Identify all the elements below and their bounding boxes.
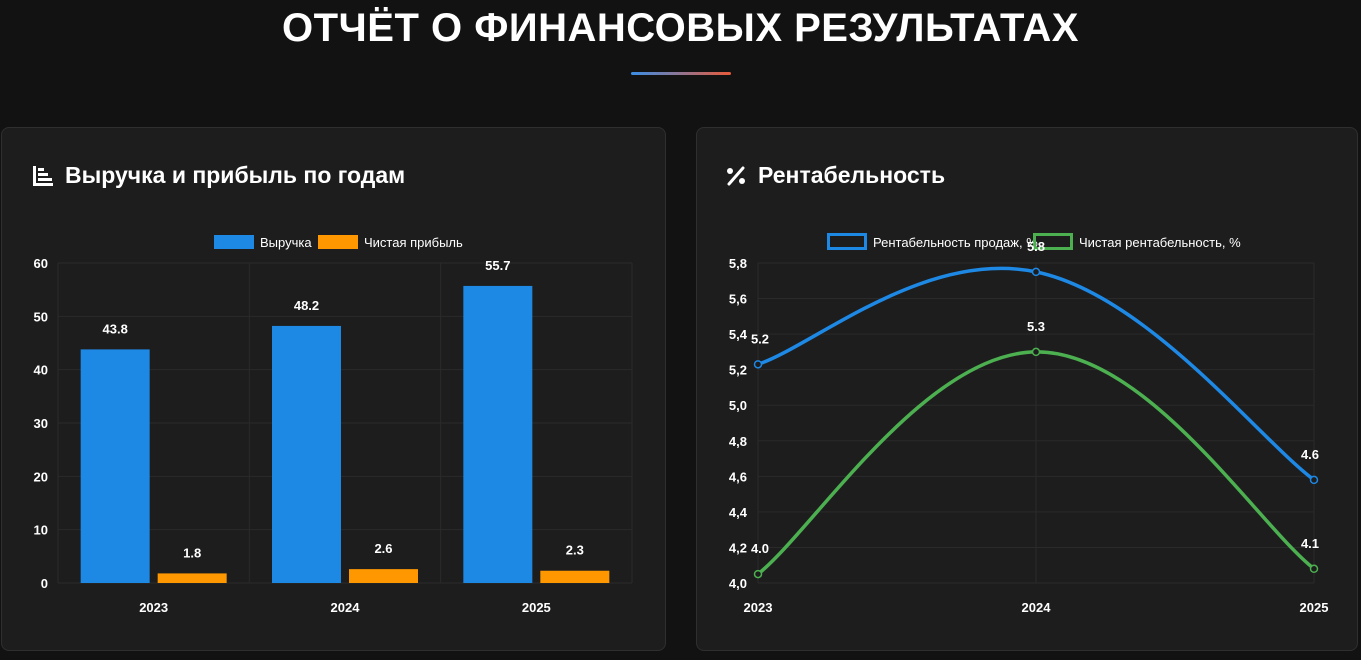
x-tick-label: 2023 — [139, 600, 168, 615]
percent-icon — [724, 164, 748, 188]
bar — [80, 349, 150, 583]
y-tick-label: 4,2 — [729, 540, 747, 555]
legend-label: Выручка — [260, 235, 312, 250]
data-label: 5.3 — [1027, 319, 1045, 334]
y-tick-label: 60 — [34, 256, 48, 271]
data-label: 4.1 — [1301, 536, 1319, 551]
y-tick-label: 5,4 — [729, 327, 748, 342]
data-label: 5.8 — [1027, 239, 1045, 254]
legend-label: Чистая прибыль — [364, 235, 463, 250]
y-tick-label: 10 — [34, 523, 48, 538]
bar-chart-title-text: Выручка и прибыль по годам — [65, 162, 406, 188]
x-tick-label: 2024 — [1022, 600, 1052, 615]
x-tick-label: 2025 — [1300, 600, 1329, 615]
legend-swatch — [214, 235, 254, 249]
legend-swatch — [827, 233, 867, 250]
data-point — [1031, 267, 1041, 277]
line-chart-title-text: Рентабельность — [758, 162, 946, 188]
legend-swatch — [1033, 233, 1073, 250]
data-point — [1309, 475, 1319, 485]
data-label: 43.8 — [103, 321, 128, 336]
bar-chart: 0 10 20 30 40 50 60 Выручка Чистая прибыль 43.8 1.… — [34, 235, 633, 615]
y-tick-label: 5,2 — [729, 363, 747, 378]
data-label: 4.6 — [1301, 447, 1319, 462]
y-tick-label: 5,8 — [729, 256, 747, 271]
chart-bar-icon — [31, 164, 55, 188]
x-tick-label: 2024 — [331, 600, 361, 615]
y-tick-label: 5,0 — [729, 398, 747, 413]
data-point — [753, 569, 763, 579]
line-chart: 4,0 4,2 4,4 4,6 4,8 5,0 5,2 5,4 5,6 5,8 2023 2024 20… — [729, 233, 1329, 615]
bar — [157, 573, 227, 583]
line-chart-card: Рентабельность 4,0 4,2 4,4 4,6 4,8 5,0 5,2 5,4 5… — [696, 127, 1358, 651]
bar — [349, 569, 418, 583]
x-tick-label: 2025 — [522, 600, 551, 615]
data-label: 1.8 — [183, 545, 201, 560]
bar — [463, 285, 533, 583]
title-underline — [631, 72, 731, 75]
data-label: 2.6 — [374, 541, 392, 556]
bar — [272, 325, 341, 583]
data-point — [1309, 564, 1319, 574]
data-point — [1031, 347, 1041, 357]
y-tick-label: 50 — [34, 309, 48, 324]
line-chart-card-title: Рентабельность — [724, 162, 945, 189]
data-label: 4.0 — [751, 541, 769, 556]
y-tick-label: 5,6 — [729, 292, 747, 307]
page-title: ОТЧЁТ О ФИНАНСОВЫХ РЕЗУЛЬТАТАХ — [282, 6, 1079, 50]
data-label: 5.2 — [751, 331, 769, 346]
data-label: 2.3 — [566, 543, 584, 558]
y-tick-label: 40 — [34, 363, 48, 378]
y-tick-label: 4,0 — [729, 576, 747, 591]
y-tick-label: 20 — [34, 469, 48, 484]
bar-chart-card-title: Выручка и прибыль по годам — [31, 162, 405, 189]
data-label: 48.2 — [294, 298, 319, 313]
y-tick-label: 30 — [34, 416, 48, 431]
y-tick-label: 4,4 — [729, 505, 748, 520]
bar-chart-card: Выручка и прибыль по годам 0 10 20 30 40 50 60… — [1, 127, 666, 651]
y-tick-label: 0 — [41, 576, 48, 591]
data-point — [753, 360, 763, 369]
legend-label: Рентабельность продаж, % — [873, 235, 1038, 250]
data-label: 55.7 — [485, 258, 510, 273]
y-tick-label: 4,6 — [729, 469, 747, 484]
bar — [540, 570, 610, 583]
legend-label: Чистая рентабельность, % — [1079, 235, 1241, 250]
x-tick-label: 2023 — [744, 600, 773, 615]
legend-swatch — [318, 235, 358, 249]
y-tick-label: 4,8 — [729, 434, 747, 449]
